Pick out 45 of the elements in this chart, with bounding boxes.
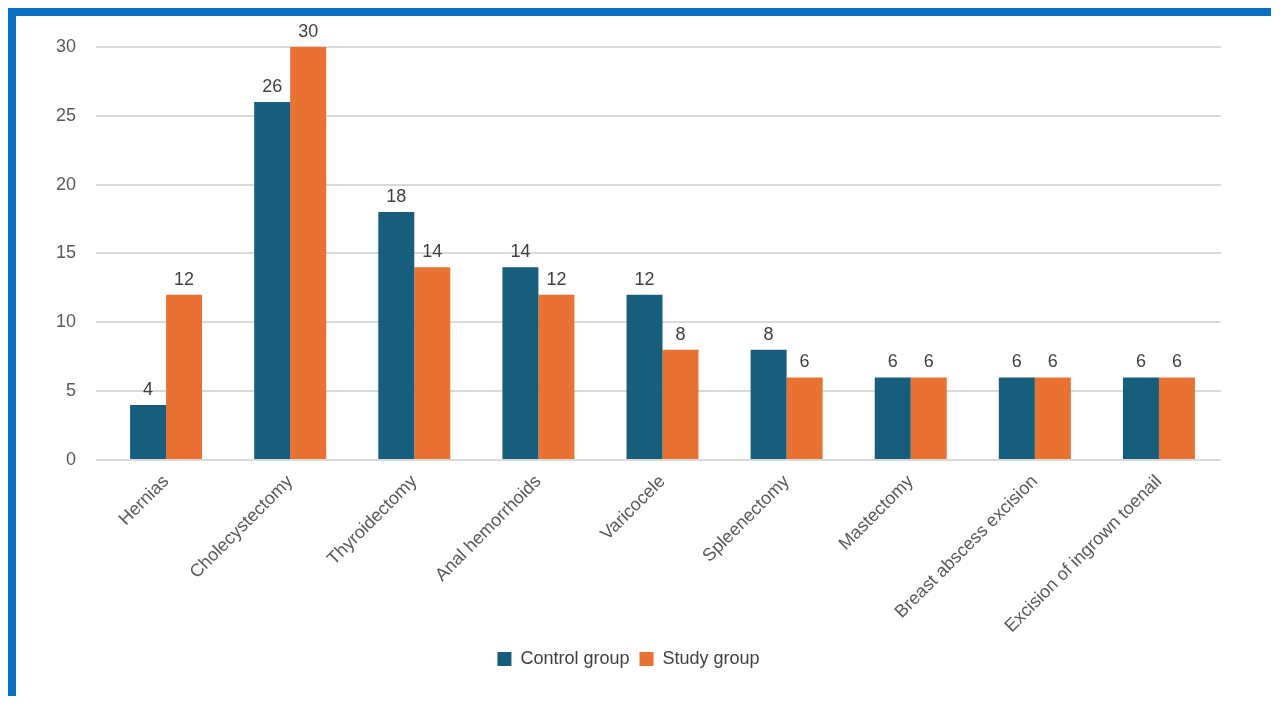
bar (538, 294, 575, 460)
data-label: 6 (1047, 351, 1058, 372)
data-label: 6 (923, 351, 934, 372)
data-label: 6 (887, 351, 898, 372)
bar (166, 294, 203, 460)
bar (1034, 377, 1071, 460)
data-label: 8 (675, 323, 686, 344)
bar (786, 377, 823, 460)
data-label: 6 (799, 351, 810, 372)
bar (874, 377, 911, 460)
bar (1158, 377, 1195, 460)
bar (662, 349, 699, 460)
data-label: 26 (262, 75, 283, 96)
data-label: 6 (1171, 351, 1182, 372)
legend-label: Control group (520, 647, 630, 668)
bar (130, 404, 167, 460)
data-label: 12 (174, 268, 195, 289)
data-label: 8 (763, 323, 774, 344)
bar (254, 101, 291, 460)
bar (998, 377, 1035, 460)
data-label: 4 (143, 378, 154, 399)
bar (626, 294, 663, 460)
y-tick-label: 15 (55, 242, 77, 263)
bar (414, 267, 451, 460)
data-label: 18 (386, 186, 407, 207)
data-label: 6 (1135, 351, 1146, 372)
data-label: 12 (546, 268, 567, 289)
legend-label: Study group (662, 647, 760, 668)
y-tick-label: 0 (66, 449, 77, 469)
y-tick-label: 25 (55, 104, 77, 125)
bar (502, 267, 539, 460)
y-tick-label: 30 (55, 35, 77, 56)
data-label: 30 (298, 20, 319, 41)
bar (1122, 377, 1159, 460)
y-tick-label: 5 (66, 380, 77, 401)
data-label: 12 (634, 268, 655, 289)
bar (290, 46, 327, 460)
bar (378, 212, 415, 460)
bar (910, 377, 947, 460)
data-label: 14 (510, 241, 531, 262)
data-label: 6 (1011, 351, 1022, 372)
bar (750, 349, 787, 460)
y-tick-label: 10 (55, 311, 77, 332)
data-label: 14 (422, 241, 443, 262)
y-tick-label: 20 (55, 173, 77, 194)
